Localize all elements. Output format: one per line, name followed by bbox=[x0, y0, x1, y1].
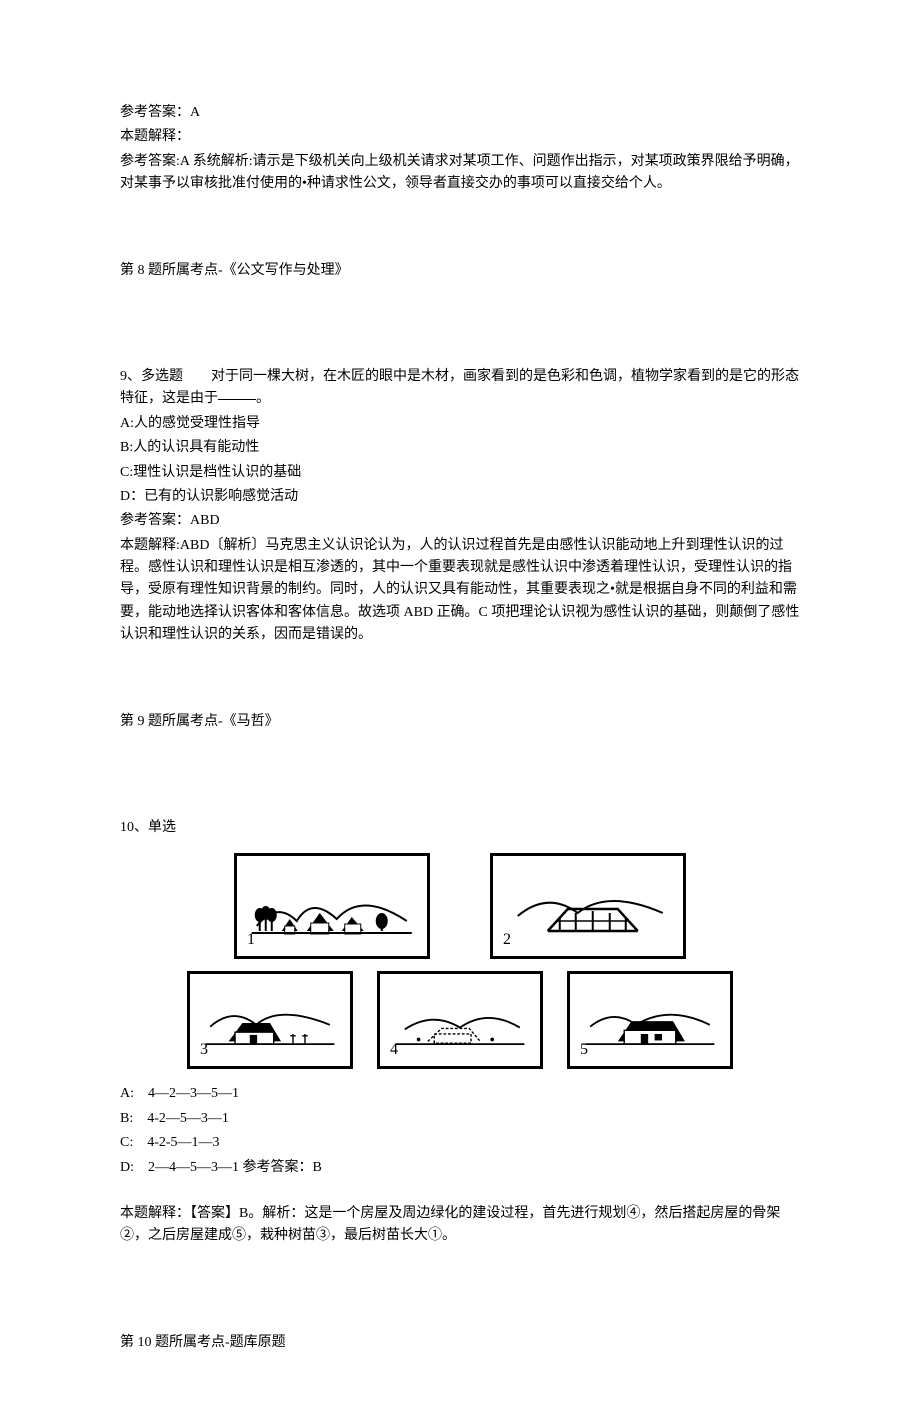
q8-explain-heading: 本题解释： bbox=[120, 126, 800, 148]
document-page: 参考答案：A 本题解释： 参考答案:A 系统解析:请示是下级机关向上级机关请求对… bbox=[0, 0, 920, 1416]
q10-option-a: A: 4—2—3—5—1 bbox=[120, 1083, 800, 1105]
q9-topic: 第 9 题所属考点-《马哲》 bbox=[120, 711, 800, 733]
q10-option-b: B: 4-2—5—3—1 bbox=[120, 1108, 800, 1130]
card-number: 1 bbox=[247, 927, 255, 953]
spacer bbox=[120, 284, 800, 364]
scene-plan-icon bbox=[392, 988, 528, 1052]
q9-option-a: A:人的感觉受理性指导 bbox=[120, 413, 800, 435]
card-number: 5 bbox=[580, 1037, 588, 1063]
spacer bbox=[120, 1250, 800, 1330]
card-3: 3 bbox=[187, 971, 353, 1069]
q9-stem: 9、多选题 对于同一棵大树，在木匠的眼中是木材，画家看到的是色彩和色调，植物学家… bbox=[120, 366, 800, 411]
q9-option-d: D：已有的认识影响感觉活动 bbox=[120, 486, 800, 508]
q10-topic: 第 10 题所属考点-题库原题 bbox=[120, 1332, 800, 1354]
spacer bbox=[120, 198, 800, 258]
q10-option-c: C: 4-2-5—1—3 bbox=[120, 1132, 800, 1154]
spacer bbox=[120, 735, 800, 815]
figure-row-bottom: 3 4 bbox=[180, 971, 740, 1069]
card-number: 2 bbox=[503, 927, 511, 953]
card-2: 2 bbox=[490, 853, 686, 959]
q9-stem-prefix: 9、多选题 对于同一棵大树，在木匠的眼中是木材，画家看到的是色彩和色调，植物学家… bbox=[120, 369, 799, 406]
scene-house-built-icon bbox=[582, 988, 718, 1052]
figure-row-top: 1 2 bbox=[180, 853, 740, 959]
card-number: 3 bbox=[200, 1037, 208, 1063]
card-number: 4 bbox=[390, 1037, 398, 1063]
q9-explain: 本题解释:ABD〔解析〕马克思主义认识论认为，人的认识过程首先是由感性认识能动地… bbox=[120, 535, 800, 647]
blank-line bbox=[218, 399, 256, 400]
q9-option-c: C:理性认识是档性认识的基础 bbox=[120, 462, 800, 484]
q9-option-b: B:人的认识具有能动性 bbox=[120, 437, 800, 459]
spacer bbox=[120, 649, 800, 709]
q8-answer: 参考答案：A bbox=[120, 102, 800, 124]
scene-framework-icon bbox=[507, 871, 669, 941]
q10-explain: 本题解释：【答案】B。解析：这是一个房屋及周边绿化的建设过程，首先进行规划④，然… bbox=[120, 1203, 800, 1248]
card-1: 1 bbox=[234, 853, 430, 959]
q10-figure: 1 2 bbox=[180, 853, 740, 1069]
q9-answer: 参考答案：ABD bbox=[120, 510, 800, 532]
q10-heading: 10、单选 bbox=[120, 817, 800, 839]
scene-village-trees-icon bbox=[251, 871, 413, 941]
q10-option-d: D: 2—4—5—3—1 参考答案：B bbox=[120, 1157, 800, 1179]
q9-stem-suffix: 。 bbox=[256, 391, 270, 406]
scene-house-sapling-icon bbox=[202, 988, 338, 1052]
q8-explain-body: 参考答案:A 系统解析:请示是下级机关向上级机关请求对某项工作、问题作出指示，对… bbox=[120, 151, 800, 196]
spacer bbox=[120, 1181, 800, 1201]
q8-topic: 第 8 题所属考点-《公文写作与处理》 bbox=[120, 260, 800, 282]
card-5: 5 bbox=[567, 971, 733, 1069]
card-4: 4 bbox=[377, 971, 543, 1069]
